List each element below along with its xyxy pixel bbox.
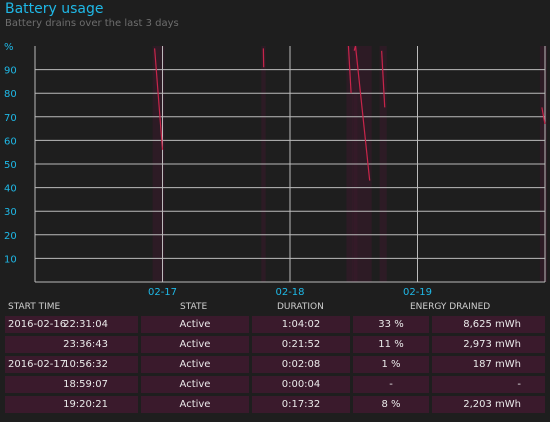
drain-line: [381, 50, 386, 108]
x-tick-label: 02-18: [275, 287, 304, 298]
start-time-cell: 18:59:07: [5, 376, 138, 393]
energy-cell: 8,625 mWh: [432, 316, 545, 333]
y-tick-label: 80: [4, 89, 17, 100]
energy-cell: -: [432, 376, 545, 393]
duration-cell: 0:00:04: [252, 376, 350, 393]
y-tick-label: 30: [4, 207, 17, 218]
state-cell: Active: [141, 316, 249, 333]
duration-cell: 1:04:02: [252, 316, 350, 333]
percent-cell: 33 %: [353, 316, 429, 333]
col-duration: DURATION: [277, 302, 324, 312]
page-title: Battery usage: [5, 1, 104, 17]
drain-line: [347, 45, 352, 94]
y-tick-label: 90: [4, 66, 17, 77]
duration-cell: 0:21:52: [252, 336, 350, 353]
state-cell: Active: [141, 356, 249, 373]
table-row[interactable]: 19:20:21 Active 0:17:32 8 % 2,203 mWh: [0, 396, 550, 413]
drain-line: [541, 107, 546, 124]
drain-line: [154, 48, 164, 150]
y-tick-label: 40: [4, 184, 17, 195]
table-row[interactable]: 2016-02-16 22:31:04 Active 1:04:02 33 % …: [0, 316, 550, 333]
x-tick-label: 02-19: [403, 287, 432, 298]
x-tick-label: 02-17: [148, 287, 177, 298]
table-row[interactable]: 23:36:43 Active 0:21:52 11 % 2,973 mWh: [0, 336, 550, 353]
percent-cell: 1 %: [353, 356, 429, 373]
start-time-cell: 2016-02-16 22:31:04: [5, 316, 138, 333]
col-energy-drained: ENERGY DRAINED: [410, 302, 491, 312]
y-tick-label: 10: [4, 254, 17, 265]
start-time-cell: 2016-02-17 10:56:32: [5, 356, 138, 373]
table-row[interactable]: 18:59:07 Active 0:00:04 - -: [0, 376, 550, 393]
energy-cell: 187 mWh: [432, 356, 545, 373]
start-time-cell: 23:36:43: [5, 336, 138, 353]
y-tick-label: 50: [4, 160, 17, 171]
percent-cell: 11 %: [353, 336, 429, 353]
state-cell: Active: [141, 376, 249, 393]
y-tick-label: 70: [4, 113, 17, 124]
energy-cell: 2,203 mWh: [432, 396, 545, 413]
drain-line: [354, 45, 371, 181]
y-tick-label: 60: [4, 136, 17, 147]
y-axis-label: %: [4, 42, 14, 53]
y-tick-label: 20: [4, 231, 17, 242]
duration-cell: 0:02:08: [252, 356, 350, 373]
drain-table: 2016-02-16 22:31:04 Active 1:04:02 33 % …: [0, 316, 550, 416]
percent-cell: -: [353, 376, 429, 393]
col-state: STATE: [180, 302, 208, 312]
percent-cell: 8 %: [353, 396, 429, 413]
battery-chart: 90 80 70 60 50 40 30 20 10% 02-17 02-18 02-19: [4, 42, 547, 298]
state-cell: Active: [141, 396, 249, 413]
col-start-time: START TIME: [8, 302, 61, 312]
start-time-cell: 19:20:21: [5, 396, 138, 413]
state-cell: Active: [141, 336, 249, 353]
table-row[interactable]: 2016-02-17 10:56:32 Active 0:02:08 1 % 1…: [0, 356, 550, 373]
energy-cell: 2,973 mWh: [432, 336, 545, 353]
duration-cell: 0:17:32: [252, 396, 350, 413]
page-subtitle: Battery drains over the last 3 days: [5, 18, 179, 29]
table-header: START TIME STATE DURATION ENERGY DRAINED: [0, 302, 550, 316]
